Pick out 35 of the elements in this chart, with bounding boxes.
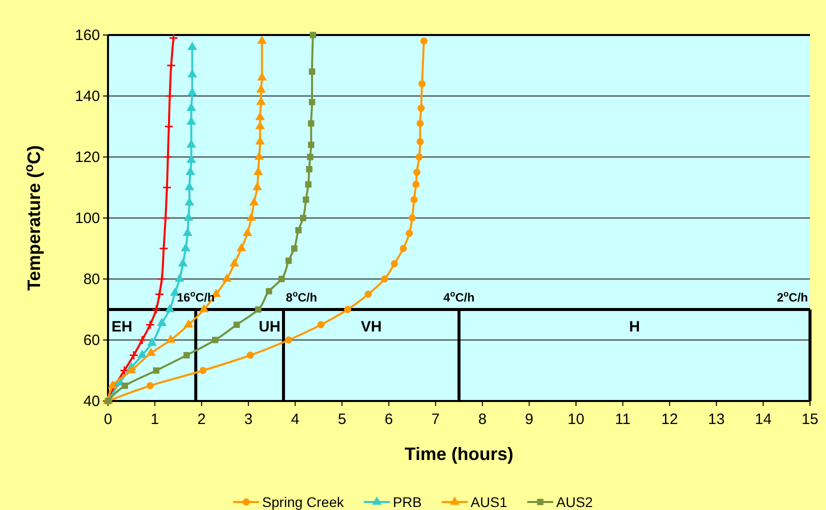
x-tick-label: 11 xyxy=(615,411,631,428)
y-tick-label: 40 xyxy=(83,392,100,410)
annotation: VH xyxy=(360,318,382,336)
y-tick-label: 140 xyxy=(74,88,100,105)
x-tick-label: 14 xyxy=(754,411,772,428)
legend-label: PRB xyxy=(392,494,422,510)
y-tick-label: 100 xyxy=(74,210,100,227)
annotation: EH xyxy=(111,318,132,336)
legend-label: Spring Creek xyxy=(262,494,345,510)
x-tick-label: 7 xyxy=(431,411,440,428)
x-tick-label: 4 xyxy=(291,411,300,428)
x-tick-label: 10 xyxy=(568,411,584,428)
x-tick-label: 13 xyxy=(708,411,725,428)
x-axis-title: Time (hours) xyxy=(404,444,514,464)
x-tick-label: 5 xyxy=(338,411,346,428)
ref-line-label: 8$^{o}$C/h xyxy=(286,288,318,304)
x-tick-label: 15 xyxy=(802,411,818,428)
x-tick-label: 12 xyxy=(661,411,678,428)
x-tick-label: 9 xyxy=(525,411,534,428)
x-tick-label: 8 xyxy=(478,411,487,428)
ref-line-label: 2$^{o}$C/h xyxy=(776,288,808,304)
annotation: UH xyxy=(258,318,280,336)
x-tick-label: 2 xyxy=(197,411,206,428)
y-tick-label: 120 xyxy=(74,148,100,166)
legend-label: AUS2 xyxy=(556,494,594,510)
x-tick-label: 0 xyxy=(104,411,112,428)
legend-label: AUS1 xyxy=(470,494,508,510)
ref-line-label: 4$^{o}$C/h xyxy=(443,288,475,304)
y-tick-label: 160 xyxy=(74,26,100,44)
x-tick-label: 3 xyxy=(244,411,253,428)
y-tick-label: 80 xyxy=(83,270,100,288)
x-tick-label: 1 xyxy=(150,411,159,428)
y-tick-label: 60 xyxy=(83,332,100,349)
annotation: H xyxy=(629,318,640,336)
x-tick-label: 6 xyxy=(384,411,393,428)
